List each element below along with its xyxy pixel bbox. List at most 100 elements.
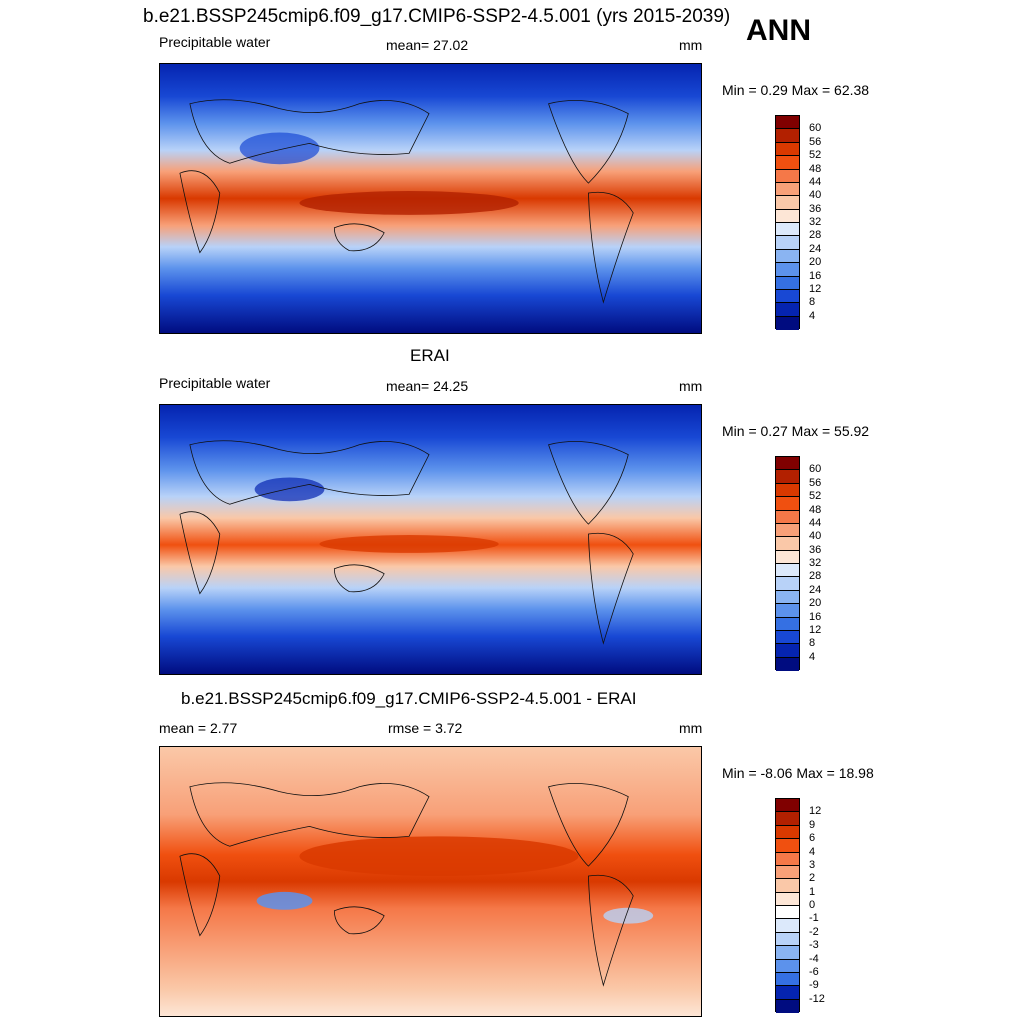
colorbar-tick-label: 52 bbox=[809, 149, 822, 162]
colorbar-tick-label: 32 bbox=[809, 216, 822, 228]
colorbar-cell bbox=[776, 839, 799, 853]
colorbar-cell bbox=[776, 497, 799, 511]
colorbar-cell bbox=[776, 196, 799, 210]
panel3-subtitle: b.e21.BSSP245cmip6.f09_g17.CMIP6-SSP2-4.… bbox=[181, 689, 637, 708]
colorbar-cell bbox=[776, 892, 799, 906]
colorbar-cell bbox=[776, 865, 799, 880]
panel1-coastline-south-america bbox=[588, 191, 634, 304]
colorbar-cell bbox=[776, 657, 799, 671]
colorbar-cell bbox=[776, 852, 799, 866]
panel3-rmse-label: rmse = 3.72 bbox=[388, 720, 463, 736]
colorbar-cell bbox=[776, 999, 799, 1013]
colorbar-tick-label: 20 bbox=[809, 256, 822, 269]
colorbar-cell bbox=[776, 470, 799, 484]
colorbar-cell bbox=[776, 457, 799, 471]
colorbar-tick-label: 32 bbox=[809, 557, 822, 569]
panel1-dry-region bbox=[239, 132, 320, 165]
panel1-coastline-eurasia bbox=[189, 99, 430, 164]
colorbar-cell bbox=[776, 564, 799, 578]
colorbar-tick-label: 16 bbox=[809, 610, 822, 623]
colorbar-tick-label: 48 bbox=[809, 162, 822, 175]
colorbar-tick-label: -6 bbox=[809, 965, 819, 978]
colorbar-tick-label: 48 bbox=[809, 503, 822, 516]
colorbar-cell bbox=[776, 959, 799, 973]
colorbar-tick-label: -3 bbox=[809, 939, 819, 952]
panel1-field bbox=[160, 64, 701, 333]
colorbar-cell bbox=[776, 946, 799, 960]
colorbar-tick-label: 12 bbox=[809, 623, 822, 636]
colorbar-tick-label: 40 bbox=[809, 530, 822, 543]
colorbar-tick-label: 8 bbox=[809, 296, 816, 309]
colorbar-cell bbox=[776, 630, 799, 645]
colorbar-cell bbox=[776, 537, 799, 551]
colorbar-tick-label: 44 bbox=[809, 516, 822, 529]
panel2-mean-label: mean= 24.25 bbox=[386, 378, 469, 394]
panel1-variable-label: Precipitable water bbox=[159, 34, 271, 50]
colorbar-tick-label: 12 bbox=[809, 282, 822, 295]
colorbar-cell bbox=[776, 236, 799, 250]
panel2-coastline-north-america bbox=[548, 441, 629, 525]
colorbar-tick-label: 44 bbox=[809, 175, 822, 188]
colorbar-tick-label: 2 bbox=[809, 872, 816, 885]
colorbar-cell bbox=[776, 263, 799, 277]
colorbar-tick-label: 6 bbox=[809, 832, 816, 845]
colorbar-tick-label: -9 bbox=[809, 979, 819, 992]
panel1-coastline-australia bbox=[333, 223, 385, 252]
colorbar-cell bbox=[776, 483, 799, 498]
colorbar-cell bbox=[776, 129, 799, 143]
panel3-units-label: mm bbox=[679, 720, 703, 736]
colorbar-cell bbox=[776, 276, 799, 290]
colorbar-cell bbox=[776, 169, 799, 183]
panel1-coastline-north-america bbox=[548, 100, 629, 184]
colorbar-cell bbox=[776, 316, 799, 330]
colorbar-tick-label: 8 bbox=[809, 637, 816, 650]
colorbar-cell bbox=[776, 919, 799, 933]
colorbar-cell bbox=[776, 644, 799, 658]
panel1-mean-label: mean= 27.02 bbox=[386, 37, 469, 53]
colorbar-cell bbox=[776, 986, 799, 1000]
colorbar-cell bbox=[776, 182, 799, 197]
colorbar-tick-label: 9 bbox=[809, 818, 816, 831]
panel2-subtitle: ERAI bbox=[410, 346, 450, 365]
colorbar-cell bbox=[776, 289, 799, 304]
colorbar-cell bbox=[776, 932, 799, 947]
panel3-coastline-south-america bbox=[588, 874, 634, 987]
panel2-dry-region bbox=[254, 477, 325, 502]
colorbar-tick-label: 1 bbox=[809, 885, 816, 898]
panel1-minmax-label: Min = 0.29 Max = 62.38 bbox=[722, 82, 870, 98]
panel3-coastline-australia bbox=[333, 906, 385, 935]
colorbar-tick-label: 16 bbox=[809, 269, 822, 282]
colorbar-tick-label: 36 bbox=[809, 543, 822, 556]
colorbar-cell bbox=[776, 223, 799, 237]
colorbar-tick-label: 20 bbox=[809, 597, 822, 610]
colorbar-tick-label: 3 bbox=[809, 858, 816, 871]
panel3-negative-anomaly bbox=[256, 891, 313, 910]
panel2-warm-pool bbox=[319, 535, 499, 553]
panel3-coastline-africa bbox=[179, 853, 221, 937]
panel3-field bbox=[160, 747, 701, 1016]
panel1-units-label: mm bbox=[679, 37, 703, 53]
colorbar-cell bbox=[776, 879, 799, 893]
colorbar-tick-label: 40 bbox=[809, 189, 822, 202]
colorbar-cell bbox=[776, 825, 799, 840]
panel2-minmax-label: Min = 0.27 Max = 55.92 bbox=[722, 423, 870, 439]
panel1-warm-pool bbox=[299, 191, 519, 215]
colorbar-cell bbox=[776, 550, 799, 564]
colorbar-cell bbox=[776, 510, 799, 524]
panel1-map bbox=[159, 63, 702, 334]
colorbar-cell bbox=[776, 906, 799, 920]
colorbar-cell bbox=[776, 303, 799, 317]
colorbar-cell bbox=[776, 142, 799, 157]
panel1-coastline-africa bbox=[179, 170, 221, 254]
panel3-map bbox=[159, 746, 702, 1017]
colorbar-tick-label: 56 bbox=[809, 135, 822, 148]
panel2-field bbox=[160, 405, 701, 674]
panel3-minmax-label: Min = -8.06 Max = 18.98 bbox=[722, 765, 874, 781]
colorbar-tick-label: 24 bbox=[809, 583, 822, 596]
colorbar-cell bbox=[776, 577, 799, 591]
colorbar-tick-label: 4 bbox=[809, 845, 816, 858]
colorbar-tick-label: -1 bbox=[809, 912, 819, 925]
panel3-coastline-eurasia bbox=[189, 782, 430, 847]
colorbar-tick-label: 28 bbox=[809, 570, 822, 583]
colorbar-tick-label: 24 bbox=[809, 242, 822, 255]
